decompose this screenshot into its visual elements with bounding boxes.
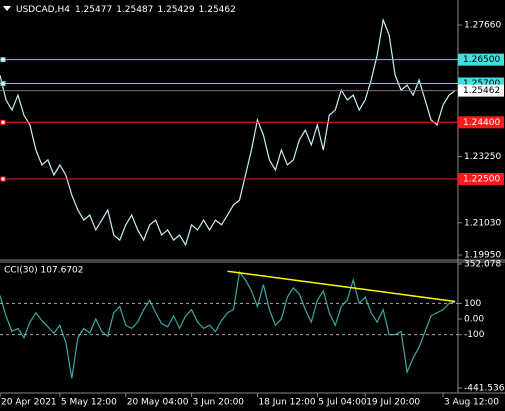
current-price-label: 1.25462 <box>463 86 500 96</box>
level-label-box <box>458 53 504 66</box>
x-tick-label: 19 Jul 20:00 <box>366 398 420 408</box>
level-label-box <box>458 172 504 185</box>
level-handle <box>0 81 6 87</box>
y-tick-label: 0.00 <box>464 315 484 325</box>
level-label: 1.22500 <box>463 174 500 184</box>
menu-arrow[interactable] <box>3 6 11 11</box>
x-tick-label: 18 Jun 12:00 <box>258 398 315 408</box>
header: USDCAD,H4 1.25477 1.25487 1.25429 1.25462 <box>16 5 236 15</box>
x-tick-label: 5 Jul 04:00 <box>318 398 367 408</box>
level-handle <box>0 57 6 63</box>
x-tick-label: 5 May 12:00 <box>61 398 117 408</box>
y-tick-label: 1.21030 <box>464 218 501 228</box>
symbol: USDCAD,H4 <box>16 5 70 15</box>
level-label-box <box>458 116 504 129</box>
low: 1.25429 <box>157 5 194 15</box>
level-handle <box>0 119 6 125</box>
level-label: 1.26500 <box>463 55 500 65</box>
y-tick-label: 1.23250 <box>464 152 501 162</box>
trendline <box>227 270 456 303</box>
x-tick-label: 3 Jun 20:00 <box>193 398 245 408</box>
cci-title: CCI(30) 107.6702 <box>4 266 84 276</box>
y-tick-label: -100 <box>464 330 485 340</box>
price-line <box>0 270 456 379</box>
current-price-box <box>458 84 504 97</box>
high: 1.25487 <box>116 5 153 15</box>
y-tick-label: 352.078 <box>464 260 501 270</box>
x-tick-label: 20 Apr 2021 <box>1 398 57 408</box>
level-handle <box>0 176 6 182</box>
y-tick-label: 1.27660 <box>464 21 501 31</box>
y-tick-label: -441.5364 <box>464 384 505 394</box>
y-tick-label: 1.19950 <box>464 251 501 261</box>
level-label: 1.25700 <box>463 79 500 89</box>
level-label: 1.24400 <box>463 118 500 128</box>
close: 1.25462 <box>199 5 236 15</box>
x-tick-label: 20 May 04:00 <box>127 398 189 408</box>
y-tick-label: 100 <box>464 299 481 309</box>
open: 1.25477 <box>75 5 112 15</box>
x-tick-label: 3 Aug 12:00 <box>444 398 499 408</box>
price-line <box>0 17 456 247</box>
